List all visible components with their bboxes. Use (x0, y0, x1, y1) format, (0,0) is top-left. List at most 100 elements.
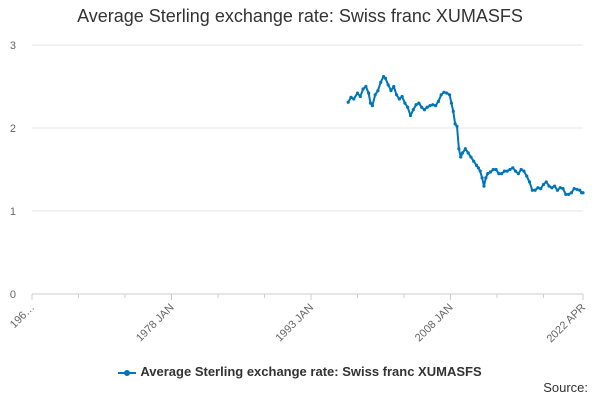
data-point (578, 188, 582, 192)
data-point (569, 191, 573, 195)
data-point (392, 84, 396, 89)
data-point (561, 186, 565, 191)
data-point (469, 155, 473, 159)
data-point (355, 91, 360, 95)
data-point (383, 76, 387, 80)
y-tick-label: 2 (10, 123, 16, 135)
legend[interactable]: Average Sterling exchange rate: Swiss fr… (0, 364, 600, 379)
data-point (447, 93, 452, 97)
y-tick-label: 3 (10, 40, 16, 52)
data-point (349, 95, 353, 99)
data-point (536, 186, 540, 190)
data-point (431, 103, 435, 107)
data-point (513, 169, 518, 173)
data-point (445, 91, 449, 95)
data-point (482, 184, 486, 188)
data-point (564, 192, 568, 196)
data-point (358, 94, 362, 99)
data-point (566, 192, 571, 196)
data-point (466, 151, 470, 155)
data-point (400, 94, 404, 99)
data-point (422, 108, 427, 112)
data-point (455, 124, 459, 128)
data-point (486, 172, 490, 176)
legend-label: Average Sterling exchange rate: Swiss fr… (140, 364, 482, 379)
data-point (449, 101, 454, 105)
data-point (367, 91, 371, 95)
data-point (539, 186, 543, 191)
y-tick-label: 0 (10, 289, 16, 301)
data-point (459, 155, 463, 159)
data-point (411, 108, 415, 112)
data-point (502, 169, 507, 173)
data-point (505, 169, 509, 173)
x-tick-label: 2008 JAN (413, 302, 456, 345)
data-point (474, 163, 479, 167)
data-point (397, 97, 401, 101)
data-point (541, 182, 546, 187)
data-point (575, 187, 579, 192)
data-point (572, 186, 576, 191)
data-point (519, 167, 523, 172)
data-point (361, 87, 365, 91)
data-point (420, 105, 424, 109)
data-point (544, 180, 548, 184)
data-point (527, 180, 532, 184)
x-tick-label: 2022 APR (545, 302, 589, 346)
data-point (439, 93, 443, 97)
x-tick-label: 1978 JAN (134, 302, 177, 345)
data-point (376, 89, 380, 93)
data-point (379, 80, 383, 84)
data-point (434, 103, 438, 108)
data-point (417, 101, 421, 105)
data-point (352, 97, 356, 101)
data-point (472, 159, 476, 163)
data-point (508, 167, 512, 172)
data-point (511, 166, 515, 170)
data-point (394, 93, 399, 97)
data-point (389, 89, 393, 93)
data-point (488, 170, 493, 174)
data-point (522, 169, 526, 173)
data-point (403, 101, 407, 105)
series-line (347, 75, 583, 196)
data-point (386, 83, 390, 87)
data-point (547, 184, 551, 188)
data-point (500, 172, 504, 176)
data-point (463, 147, 467, 151)
chart-title: Average Sterling exchange rate: Swiss fr… (77, 6, 523, 26)
x-tick-label: 1993 JAN (273, 302, 316, 345)
data-point (553, 184, 557, 188)
data-point (530, 188, 534, 192)
legend-marker (118, 368, 137, 378)
y-tick-label: 1 (10, 206, 16, 218)
data-point (457, 147, 461, 151)
data-point (406, 105, 410, 109)
data-point (453, 122, 457, 126)
data-point (494, 167, 498, 172)
data-point (370, 103, 374, 108)
data-point (436, 99, 440, 104)
data-point (484, 176, 488, 180)
data-point (558, 186, 562, 190)
data-point (442, 90, 446, 94)
data-point (364, 84, 368, 89)
data-point (425, 105, 429, 109)
data-point (368, 101, 373, 105)
data-point (555, 188, 560, 192)
data-point (491, 167, 495, 172)
data-point (525, 174, 529, 178)
data-point (516, 172, 520, 176)
data-point (408, 113, 413, 118)
data-point (550, 186, 554, 190)
data-point (480, 176, 484, 180)
data-point (373, 93, 377, 97)
data-point (533, 188, 537, 192)
source-credit: Source: (543, 380, 588, 395)
data-point (451, 109, 455, 113)
data-point (460, 151, 465, 155)
data-point (414, 103, 418, 107)
data-point (346, 100, 350, 104)
data-point (497, 172, 501, 176)
